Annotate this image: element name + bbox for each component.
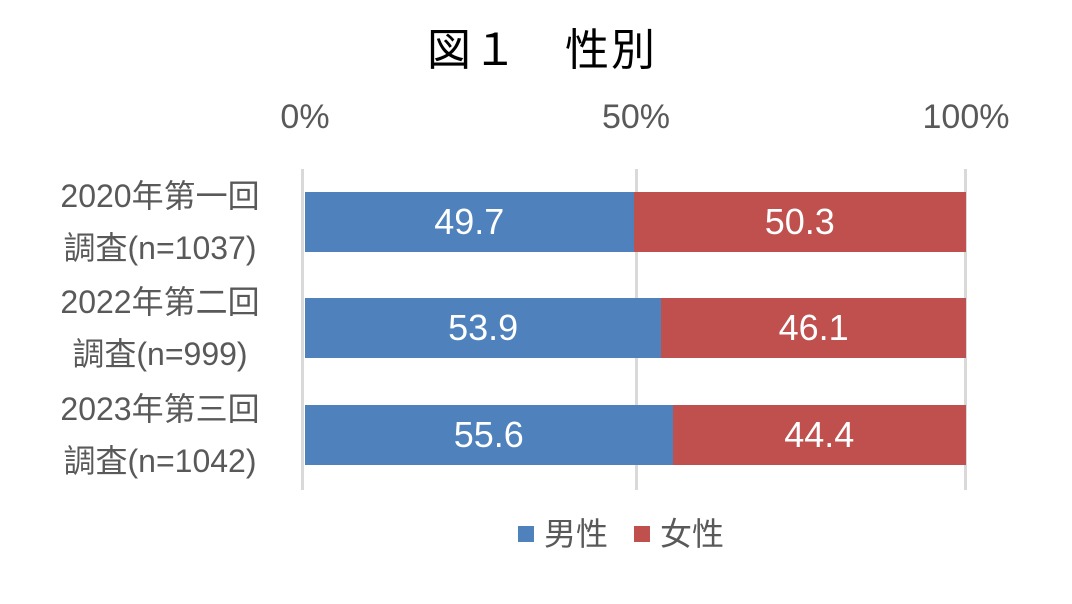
x-axis-tick-50: 50% xyxy=(601,98,671,136)
gridline-0pct xyxy=(301,169,304,490)
bar-segment-female-2022[interactable]: 46.1 xyxy=(661,298,966,358)
bar-value-label: 53.9 xyxy=(448,307,519,348)
plot-area: 49.7 50.3 53.9 46.1 55.6 44.4 xyxy=(301,169,967,490)
chart-title: 図１ 性別 xyxy=(427,26,657,75)
legend-swatch-male xyxy=(517,526,534,542)
bar-row-2022: 53.9 46.1 xyxy=(305,298,966,358)
x-axis-tick-0: 0% xyxy=(280,98,330,136)
category-label-line2: 調査(n=1042) xyxy=(63,443,257,479)
legend: 男性 女性 xyxy=(517,514,724,554)
bar-value-label: 46.1 xyxy=(778,307,849,348)
category-label-2020: 2020年第一回 調査(n=1037) xyxy=(28,170,292,274)
category-label-line2: 調査(n=1037) xyxy=(63,230,257,266)
category-label-2022: 2022年第二回 調査(n=999) xyxy=(28,276,292,380)
category-label-line1: 2023年第三回 xyxy=(60,391,260,427)
legend-item-female[interactable]: 女性 xyxy=(634,514,724,554)
category-label-line1: 2022年第二回 xyxy=(60,284,260,320)
bar-value-label: 50.3 xyxy=(764,201,835,242)
legend-item-male[interactable]: 男性 xyxy=(517,514,608,554)
category-label-line1: 2020年第一回 xyxy=(60,178,260,214)
bar-segment-female-2023[interactable]: 44.4 xyxy=(672,405,966,465)
legend-label-male: 男性 xyxy=(543,516,608,552)
bar-segment-male-2023[interactable]: 55.6 xyxy=(305,405,673,465)
x-axis-tick-100: 100% xyxy=(922,98,1010,136)
legend-label-female: 女性 xyxy=(660,516,725,552)
bar-segment-male-2022[interactable]: 53.9 xyxy=(305,298,662,358)
category-label-line2: 調査(n=999) xyxy=(72,336,248,372)
bar-row-2023: 55.6 44.4 xyxy=(305,405,966,465)
legend-swatch-female xyxy=(634,526,650,542)
bar-value-label: 55.6 xyxy=(453,414,524,455)
bar-value-label: 49.7 xyxy=(434,201,505,242)
bar-value-label: 44.4 xyxy=(784,414,855,455)
category-label-2023: 2023年第三回 調査(n=1042) xyxy=(28,383,292,487)
bar-segment-female-2020[interactable]: 50.3 xyxy=(633,192,966,252)
bar-row-2020: 49.7 50.3 xyxy=(305,192,966,252)
bar-segment-male-2020[interactable]: 49.7 xyxy=(305,192,634,252)
